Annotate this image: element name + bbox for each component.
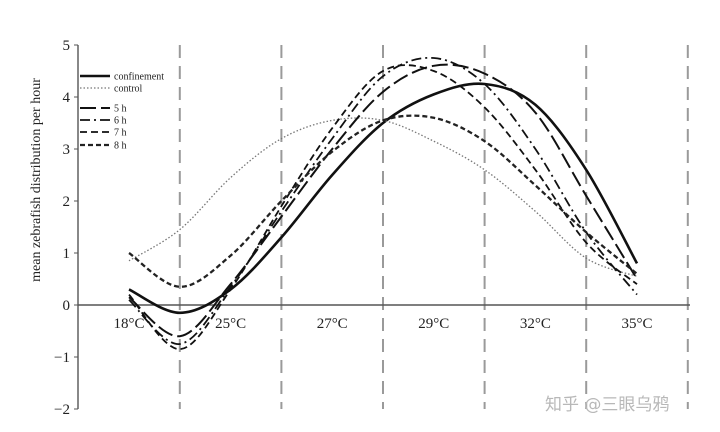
legend-label: 7 h bbox=[114, 128, 127, 139]
y-tick-label: 1 bbox=[63, 246, 71, 262]
legend-label: 8 h bbox=[114, 141, 127, 152]
y-axis-ticks: 5 4 3 2 1 0 −1 −2 bbox=[54, 38, 78, 418]
y-axis-label: mean zebrafish distribution per hour bbox=[29, 78, 44, 282]
x-category-label: 32°C bbox=[520, 316, 551, 332]
series-line-6-h bbox=[128, 56, 638, 345]
series-lines bbox=[128, 56, 639, 351]
series-line-5-h bbox=[128, 63, 638, 338]
legend-label: 5 h bbox=[114, 104, 127, 115]
x-category-label: 35°C bbox=[621, 316, 652, 332]
y-tick-label: 3 bbox=[63, 142, 71, 158]
y-tick-label: 2 bbox=[63, 194, 71, 210]
y-tick-label: 5 bbox=[63, 38, 71, 54]
x-category-label: 18°C bbox=[113, 316, 144, 332]
y-tick-label: −1 bbox=[54, 350, 70, 366]
series-line-8-h bbox=[128, 114, 638, 288]
watermark: 知乎 @三眼乌鸦 bbox=[545, 395, 669, 415]
x-category-label: 27°C bbox=[317, 316, 348, 332]
x-category-label: 29°C bbox=[418, 316, 449, 332]
y-tick-label: 4 bbox=[63, 90, 71, 106]
y-tick-label: −2 bbox=[54, 402, 70, 418]
series-line-7-h bbox=[128, 64, 638, 351]
y-tick-label: 0 bbox=[63, 298, 71, 314]
series-line-confinement bbox=[128, 82, 639, 315]
legend-label: confinement bbox=[114, 72, 164, 83]
category-dividers bbox=[178, 45, 689, 409]
legend-label: control bbox=[114, 84, 143, 95]
x-category-labels: 18°C 25°C 27°C 29°C 32°C 35°C bbox=[113, 316, 652, 332]
x-category-label: 25°C bbox=[215, 316, 246, 332]
legend-label: 6 h bbox=[114, 116, 127, 127]
